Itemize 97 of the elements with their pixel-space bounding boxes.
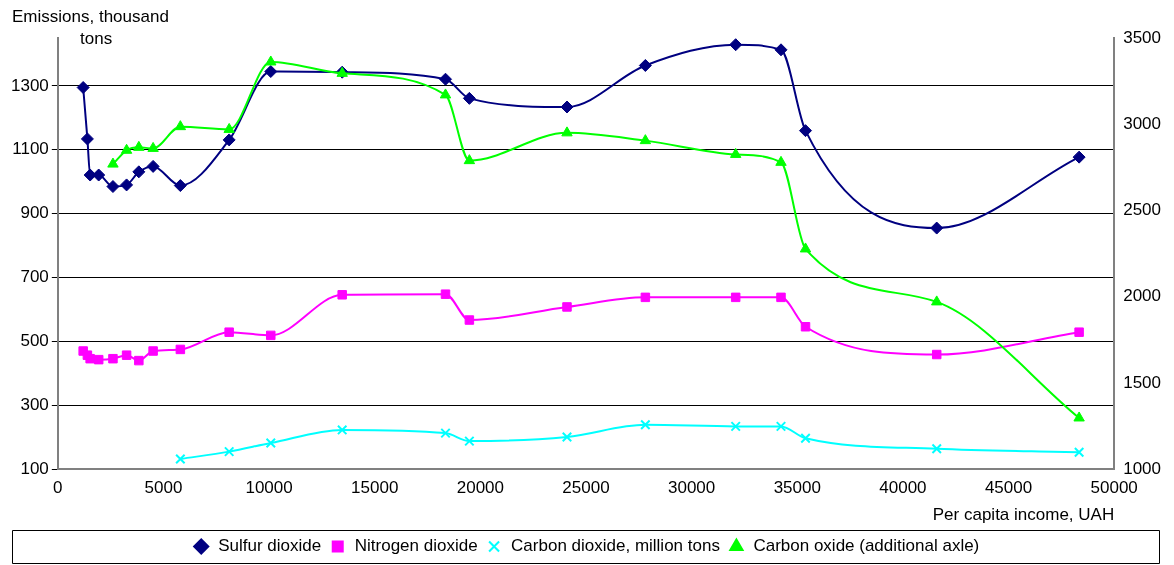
point bbox=[439, 72, 452, 86]
point bbox=[440, 289, 451, 299]
point bbox=[800, 432, 811, 444]
point bbox=[464, 315, 475, 325]
x-tick-label: 5000 bbox=[144, 478, 183, 498]
point bbox=[223, 122, 235, 133]
point bbox=[120, 143, 133, 154]
point bbox=[729, 38, 743, 52]
point bbox=[560, 100, 574, 114]
point bbox=[264, 65, 278, 79]
x-tick-label: 30000 bbox=[668, 478, 716, 498]
point bbox=[930, 221, 944, 235]
x-tick-label: 10000 bbox=[245, 478, 293, 498]
point bbox=[775, 421, 787, 432]
point bbox=[931, 443, 942, 454]
point bbox=[931, 349, 942, 360]
y-tick-label: 900 bbox=[20, 203, 49, 223]
y-tick-label: 300 bbox=[20, 395, 49, 415]
x-tick-label: 40000 bbox=[879, 478, 927, 498]
point bbox=[134, 355, 144, 366]
point bbox=[799, 242, 812, 253]
point bbox=[440, 427, 451, 439]
point bbox=[1074, 327, 1084, 337]
point bbox=[776, 292, 786, 303]
point bbox=[774, 43, 788, 57]
x-tick-label: 15000 bbox=[351, 478, 399, 498]
point bbox=[222, 133, 236, 147]
y-tick-label: 100 bbox=[20, 458, 49, 478]
x-axis-title: Per capita income, UAH bbox=[932, 505, 1115, 525]
x-tick-label: 20000 bbox=[456, 478, 504, 498]
point bbox=[336, 424, 348, 436]
y2-tick-label: 1000 bbox=[1123, 458, 1162, 478]
point bbox=[132, 165, 146, 179]
legend-label: Carbon oxide (additional axle) bbox=[753, 536, 980, 556]
point bbox=[175, 453, 186, 465]
point bbox=[174, 120, 187, 131]
x-tick-label: 35000 bbox=[773, 478, 821, 498]
point bbox=[265, 437, 277, 449]
legend-label: Carbon dioxide, million tons bbox=[511, 536, 720, 556]
y-tick-label: 1300 bbox=[10, 75, 49, 95]
point bbox=[561, 126, 573, 137]
point bbox=[76, 81, 90, 95]
point bbox=[173, 179, 187, 193]
y-tick-label: 1100 bbox=[12, 139, 49, 159]
y2-tick-label: 1500 bbox=[1123, 372, 1162, 392]
point bbox=[148, 346, 158, 356]
y-tick-label: 500 bbox=[20, 331, 49, 351]
point bbox=[224, 327, 234, 337]
point bbox=[1073, 447, 1085, 458]
point bbox=[106, 180, 120, 194]
point bbox=[92, 168, 106, 182]
point bbox=[108, 353, 118, 364]
point bbox=[1073, 411, 1085, 422]
point bbox=[799, 124, 813, 138]
y-axis-title: Emissions, thousand tons bbox=[12, 7, 169, 48]
legend-label: Sulfur dioxide bbox=[218, 536, 322, 556]
point bbox=[439, 88, 452, 99]
point bbox=[931, 295, 943, 306]
point bbox=[462, 91, 476, 105]
point bbox=[175, 344, 186, 355]
point bbox=[639, 134, 652, 145]
x-tick-label: 45000 bbox=[984, 478, 1033, 498]
point bbox=[107, 157, 119, 168]
point bbox=[464, 435, 475, 447]
x-tick-label: 0 bbox=[53, 478, 63, 498]
point bbox=[730, 421, 741, 432]
point bbox=[121, 350, 132, 360]
point bbox=[1072, 150, 1086, 164]
point bbox=[265, 55, 277, 66]
point bbox=[85, 353, 95, 364]
x-tick-label: 50000 bbox=[1090, 478, 1138, 498]
y2-tick-label: 3500 bbox=[1123, 27, 1162, 47]
y-tick-label: 700 bbox=[20, 267, 49, 287]
point bbox=[266, 330, 276, 341]
point bbox=[463, 154, 476, 165]
y2-tick-label: 2000 bbox=[1123, 286, 1162, 306]
point bbox=[640, 292, 651, 303]
point bbox=[147, 141, 159, 152]
point bbox=[120, 178, 134, 192]
y2-tick-label: 3000 bbox=[1123, 113, 1162, 133]
point bbox=[561, 431, 573, 443]
point bbox=[638, 58, 652, 72]
point bbox=[146, 159, 160, 173]
x-tick-label: 25000 bbox=[562, 478, 610, 498]
point bbox=[800, 322, 811, 332]
point bbox=[337, 290, 347, 300]
y2-tick-label: 2500 bbox=[1123, 200, 1162, 220]
point bbox=[562, 302, 572, 312]
point bbox=[133, 140, 145, 151]
legend-label: Nitrogen dioxide bbox=[354, 536, 478, 556]
point bbox=[80, 132, 94, 146]
point bbox=[775, 155, 787, 166]
point bbox=[640, 419, 651, 431]
point bbox=[223, 446, 235, 457]
point bbox=[729, 147, 742, 158]
point bbox=[93, 354, 104, 365]
point bbox=[730, 292, 741, 303]
